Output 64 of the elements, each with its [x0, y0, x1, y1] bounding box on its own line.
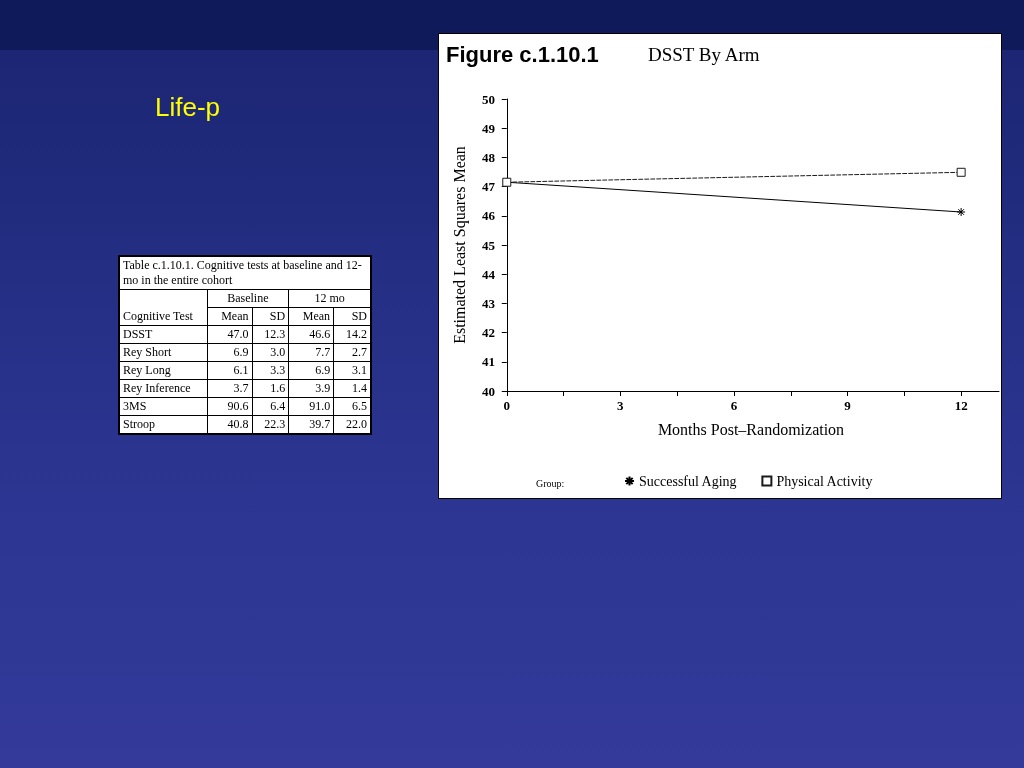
point — [956, 167, 966, 177]
x-tick-label: 6 — [730, 398, 738, 413]
text: 12 mo — [288, 289, 371, 308]
legend-label: Physical Activity — [776, 473, 873, 489]
y-axis-title: Estimated Least Squares Mean — [450, 146, 469, 344]
x-tick-label: 3 — [617, 398, 625, 413]
y-tick-label: 40 — [482, 383, 495, 399]
text: 91.0 — [309, 399, 331, 413]
text: Baseline — [207, 289, 289, 308]
text: 46.6 — [309, 327, 331, 341]
y-tick-label: 44 — [482, 266, 496, 282]
legend-label: Successful Aging — [639, 473, 737, 489]
y-tick-label: 47 — [482, 179, 496, 195]
text: 3.9 — [315, 381, 331, 395]
y-tick-label: 49 — [482, 120, 496, 136]
category-label: SD — [333, 307, 371, 326]
category-label: Rey Inference — [123, 381, 191, 395]
text: 6.5 — [352, 399, 367, 413]
text: 40.8 — [227, 417, 249, 431]
text: 3.3 — [270, 363, 286, 377]
y-tick-label: 46 — [482, 208, 496, 224]
x-tick-label: 0 — [503, 398, 511, 413]
text: Life-p — [155, 92, 221, 123]
text: 1.4 — [352, 381, 367, 395]
x-tick-label: 9 — [844, 398, 852, 413]
y-tick-label: 42 — [482, 325, 495, 341]
text: 22.3 — [264, 417, 286, 431]
category-label: DSST — [123, 327, 153, 341]
category-label: Rey Short — [123, 345, 172, 359]
text: 3.1 — [352, 363, 367, 377]
text: 6.9 — [315, 363, 331, 377]
category-label: 3MS — [123, 399, 147, 413]
text: 2.7 — [352, 345, 367, 359]
text: 6.9 — [233, 345, 249, 359]
legend-title: Group: — [536, 477, 565, 489]
y-tick-label: 50 — [482, 91, 495, 107]
text: 3.0 — [270, 345, 286, 359]
text: Table c.1.10.1. Cognitive tests at baseline and 12-mo in the entire cohort — [119, 256, 371, 290]
text: 39.7 — [309, 417, 331, 431]
y-tick-label: 41 — [482, 354, 495, 370]
x-tick-label: 12 — [954, 398, 968, 413]
text: 14.2 — [346, 327, 367, 341]
category-label: SD — [252, 307, 289, 326]
chart-title: Figure c.1.10.1 — [446, 41, 599, 67]
point — [956, 207, 966, 217]
x-axis-title: Months Post–Randomization — [657, 420, 845, 438]
category-label: Mean — [207, 307, 253, 326]
text: 6.1 — [233, 363, 249, 377]
text: 22.0 — [346, 417, 367, 431]
text: Cognitive Test — [119, 289, 208, 326]
category-label: Rey Long — [123, 363, 171, 377]
text: 3.7 — [233, 381, 249, 395]
category-label: Mean — [288, 307, 334, 326]
category-label: Stroop — [123, 417, 156, 431]
y-tick-label: 45 — [482, 237, 496, 253]
text: 90.6 — [227, 399, 249, 413]
y-tick-label: 48 — [482, 149, 496, 165]
text: 12.3 — [264, 327, 286, 341]
text: 6.4 — [270, 399, 286, 413]
chart-subtitle: DSST By Arm — [648, 44, 760, 65]
text: 1.6 — [270, 381, 286, 395]
text: 7.7 — [315, 345, 331, 359]
y-tick-label: 43 — [482, 295, 496, 311]
text: 47.0 — [227, 327, 249, 341]
